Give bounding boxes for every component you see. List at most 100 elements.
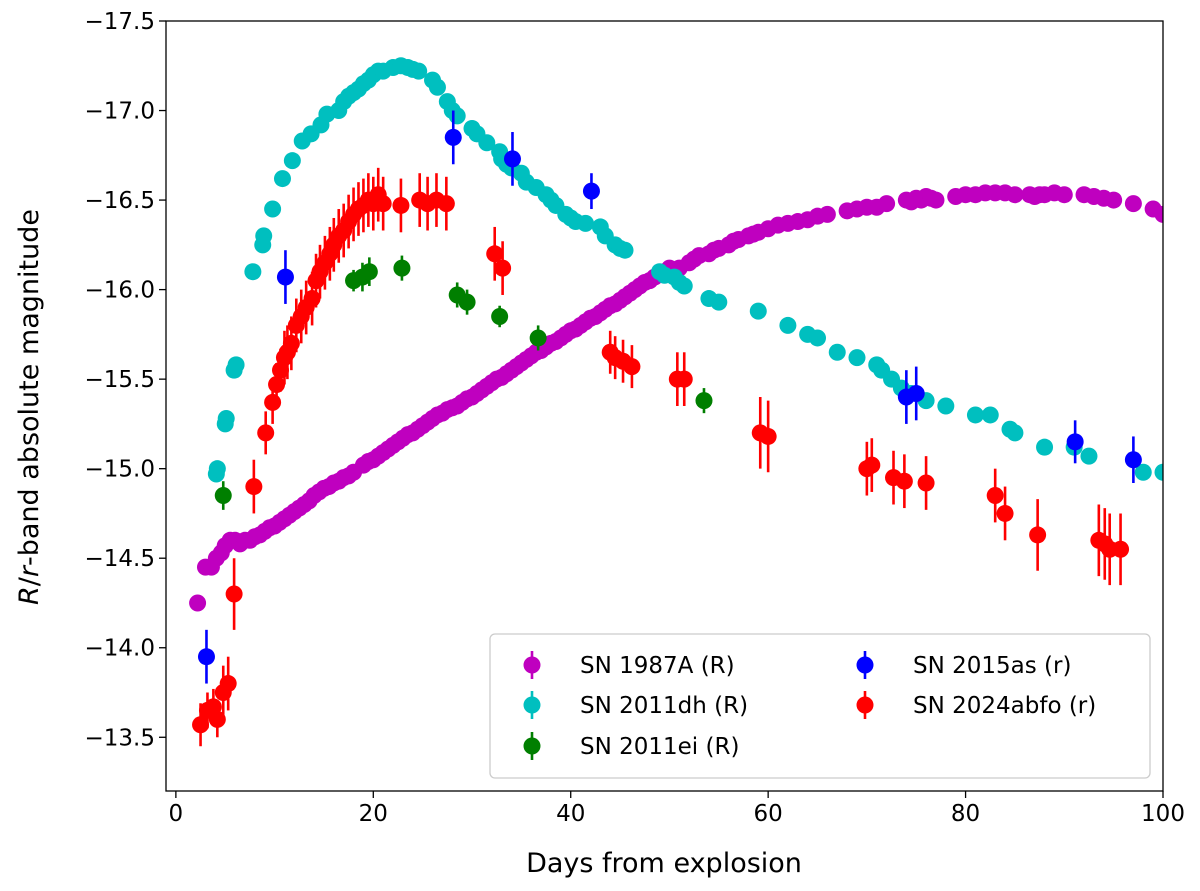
data-point bbox=[273, 170, 291, 188]
data-point bbox=[582, 182, 600, 200]
x-tick-label: 60 bbox=[754, 801, 783, 827]
series-sn-2024abfo-r bbox=[192, 167, 1130, 747]
data-point bbox=[192, 716, 210, 734]
data-point bbox=[1154, 463, 1163, 481]
series-sn-2015as-r bbox=[197, 110, 1142, 684]
data-point bbox=[675, 277, 693, 295]
data-point bbox=[303, 290, 321, 308]
data-point bbox=[577, 214, 595, 232]
data-point bbox=[217, 410, 235, 428]
data-point bbox=[410, 62, 428, 80]
data-point bbox=[1055, 186, 1073, 204]
legend-label: SN 1987A (R) bbox=[580, 653, 735, 679]
data-point bbox=[1154, 205, 1163, 223]
data-point bbox=[1036, 438, 1054, 456]
data-point bbox=[1124, 195, 1142, 213]
y-tick-label: −14.0 bbox=[85, 636, 155, 662]
data-point bbox=[392, 196, 410, 214]
data-point bbox=[1006, 186, 1024, 204]
data-point bbox=[225, 585, 243, 603]
y-tick-label: −13.5 bbox=[85, 725, 155, 751]
data-point bbox=[214, 487, 232, 505]
x-tick-label: 20 bbox=[359, 801, 388, 827]
data-point bbox=[917, 474, 935, 492]
data-point bbox=[809, 329, 827, 347]
data-point bbox=[1124, 451, 1142, 469]
data-point bbox=[245, 478, 263, 496]
legend-box bbox=[489, 633, 1151, 779]
data-point bbox=[437, 195, 455, 213]
data-point bbox=[360, 263, 378, 281]
data-point bbox=[197, 648, 215, 666]
data-point bbox=[1112, 540, 1130, 558]
data-point bbox=[779, 316, 797, 334]
y-tick-label: −14.5 bbox=[85, 546, 155, 572]
legend-label: SN 2011dh (R) bbox=[580, 693, 748, 719]
data-point bbox=[244, 263, 262, 281]
legend-marker bbox=[856, 656, 874, 674]
legend-entry: SN 2011dh (R) bbox=[523, 691, 748, 719]
data-point bbox=[1066, 433, 1084, 451]
data-point bbox=[863, 456, 881, 474]
data-point bbox=[276, 268, 294, 286]
data-point bbox=[491, 307, 509, 325]
legend-marker bbox=[523, 696, 541, 714]
data-point bbox=[444, 128, 462, 146]
data-point bbox=[1006, 424, 1024, 442]
data-point bbox=[374, 195, 392, 213]
data-point bbox=[623, 358, 641, 376]
data-point bbox=[268, 376, 286, 394]
y-axis-label: R/r-band absolute magnitude bbox=[14, 209, 45, 605]
data-point bbox=[986, 487, 1004, 505]
series-sn-1987a-r bbox=[189, 184, 1163, 612]
data-point bbox=[1134, 463, 1152, 481]
legend-entry: SN 2015as (r) bbox=[856, 651, 1071, 679]
x-tick-label: 0 bbox=[169, 801, 184, 827]
data-point bbox=[219, 675, 237, 693]
data-point bbox=[283, 152, 301, 170]
data-point bbox=[208, 460, 226, 478]
data-point bbox=[448, 107, 466, 125]
data-point bbox=[981, 406, 999, 424]
plot-frame bbox=[165, 20, 1164, 792]
data-point bbox=[503, 150, 521, 168]
data-point bbox=[227, 356, 245, 374]
y-tick-label: −16.5 bbox=[85, 188, 155, 214]
data-point bbox=[695, 392, 713, 410]
legend-entries: SN 1987A (R) SN 2011dh (R) SN 2011ei (R) SN… bbox=[523, 651, 1096, 760]
legend-marker bbox=[856, 696, 874, 714]
data-point bbox=[1105, 191, 1123, 209]
data-point bbox=[878, 195, 896, 213]
data-point bbox=[257, 424, 275, 442]
legend-label: SN 2015as (r) bbox=[913, 653, 1071, 679]
legend-entry: SN 1987A (R) bbox=[523, 651, 735, 679]
x-tick-label: 100 bbox=[1141, 801, 1185, 827]
data-point bbox=[264, 393, 282, 411]
data-point bbox=[759, 427, 777, 445]
data-point bbox=[458, 293, 476, 311]
data-point bbox=[393, 259, 411, 277]
series-layer bbox=[189, 57, 1163, 747]
series-sn-2011ei-r bbox=[214, 255, 713, 510]
data-point bbox=[616, 241, 634, 259]
data-point bbox=[1029, 526, 1047, 544]
data-point bbox=[255, 227, 273, 245]
data-point bbox=[675, 370, 693, 388]
data-point bbox=[189, 594, 207, 612]
data-point bbox=[996, 504, 1014, 522]
data-point bbox=[749, 302, 767, 320]
y-tick-label: −15.5 bbox=[85, 367, 155, 393]
data-point bbox=[1080, 447, 1098, 465]
y-tick-label: −17.0 bbox=[85, 99, 155, 125]
data-point bbox=[486, 245, 504, 263]
y-tick-label: −16.0 bbox=[85, 278, 155, 304]
legend-label: SN 2011ei (R) bbox=[580, 734, 739, 760]
legend: SN 1987A (R) SN 2011dh (R) SN 2011ei (R) SN… bbox=[489, 633, 1151, 779]
data-point bbox=[966, 406, 984, 424]
data-point bbox=[208, 710, 226, 728]
data-point bbox=[895, 472, 913, 490]
data-point bbox=[478, 134, 496, 152]
legend-entry: SN 2024abfo (r) bbox=[856, 691, 1096, 719]
data-point bbox=[710, 293, 728, 311]
